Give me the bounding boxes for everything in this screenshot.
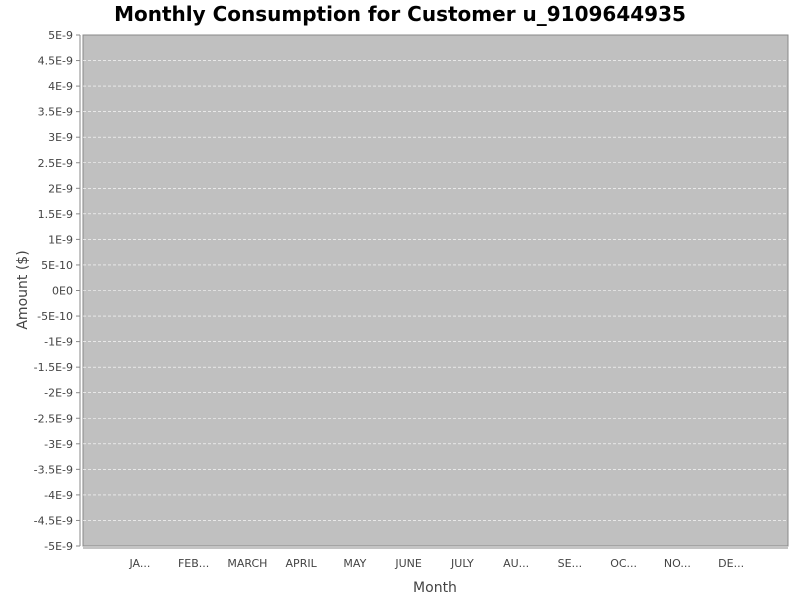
y-axis-label: Amount ($) xyxy=(15,250,31,329)
y-tick-label: -2E-9 xyxy=(44,387,73,400)
x-axis-label: Month xyxy=(413,580,457,596)
x-tick-label: JA... xyxy=(128,557,150,570)
x-tick-label: NO... xyxy=(664,557,691,570)
y-tick-label: -4.5E-9 xyxy=(34,514,73,527)
y-tick-label: -4E-9 xyxy=(44,489,73,502)
y-axis: 5E-9 4.5E-9 4E-9 3.5E-9 3E-9 2.5E-9 2E-9 1.5E-9… xyxy=(34,29,81,553)
x-tick-label: APRIL xyxy=(286,557,318,570)
y-tick-label: -3E-9 xyxy=(44,438,73,451)
y-tick-label: -5E-9 xyxy=(44,540,73,553)
chart-title: Monthly Consumption for Customer u_91096… xyxy=(114,2,686,26)
x-tick-label: DE... xyxy=(718,557,744,570)
y-tick-label: 0E0 xyxy=(52,285,73,298)
y-tick-label: 2.5E-9 xyxy=(38,157,73,170)
y-tick-label: 3E-9 xyxy=(48,131,73,144)
y-tick-label: 2E-9 xyxy=(48,182,73,195)
y-tick-label: -5E-10 xyxy=(37,310,73,323)
gridlines xyxy=(83,60,788,521)
y-tick-label: 5E-10 xyxy=(41,259,73,272)
x-tick-label: OC... xyxy=(610,557,637,570)
x-tick-label: SE... xyxy=(558,557,582,570)
x-tick-label: FEB... xyxy=(178,557,209,570)
x-axis: JA... FEB... MARCH APRIL MAY JUNE JULY AU... SE.… xyxy=(83,547,788,570)
y-tick-label: 3.5E-9 xyxy=(38,106,73,119)
y-tick-label: 4.5E-9 xyxy=(38,55,73,68)
y-tick-label: -3.5E-9 xyxy=(34,463,73,476)
x-tick-label: AU... xyxy=(503,557,529,570)
y-tick-label: -2.5E-9 xyxy=(34,412,73,425)
x-tick-label: MAY xyxy=(343,557,366,570)
y-tick-label: 5E-9 xyxy=(48,29,73,42)
x-tick-label: JULY xyxy=(450,557,474,570)
y-tick-label: 1.5E-9 xyxy=(38,208,73,221)
y-tick-label: -1E-9 xyxy=(44,336,73,349)
y-tick-label: -1.5E-9 xyxy=(34,361,73,374)
y-tick-label: 4E-9 xyxy=(48,80,73,93)
y-tick-label: 1E-9 xyxy=(48,233,73,246)
x-tick-label: MARCH xyxy=(227,557,267,570)
x-tick-label: JUNE xyxy=(394,557,422,570)
